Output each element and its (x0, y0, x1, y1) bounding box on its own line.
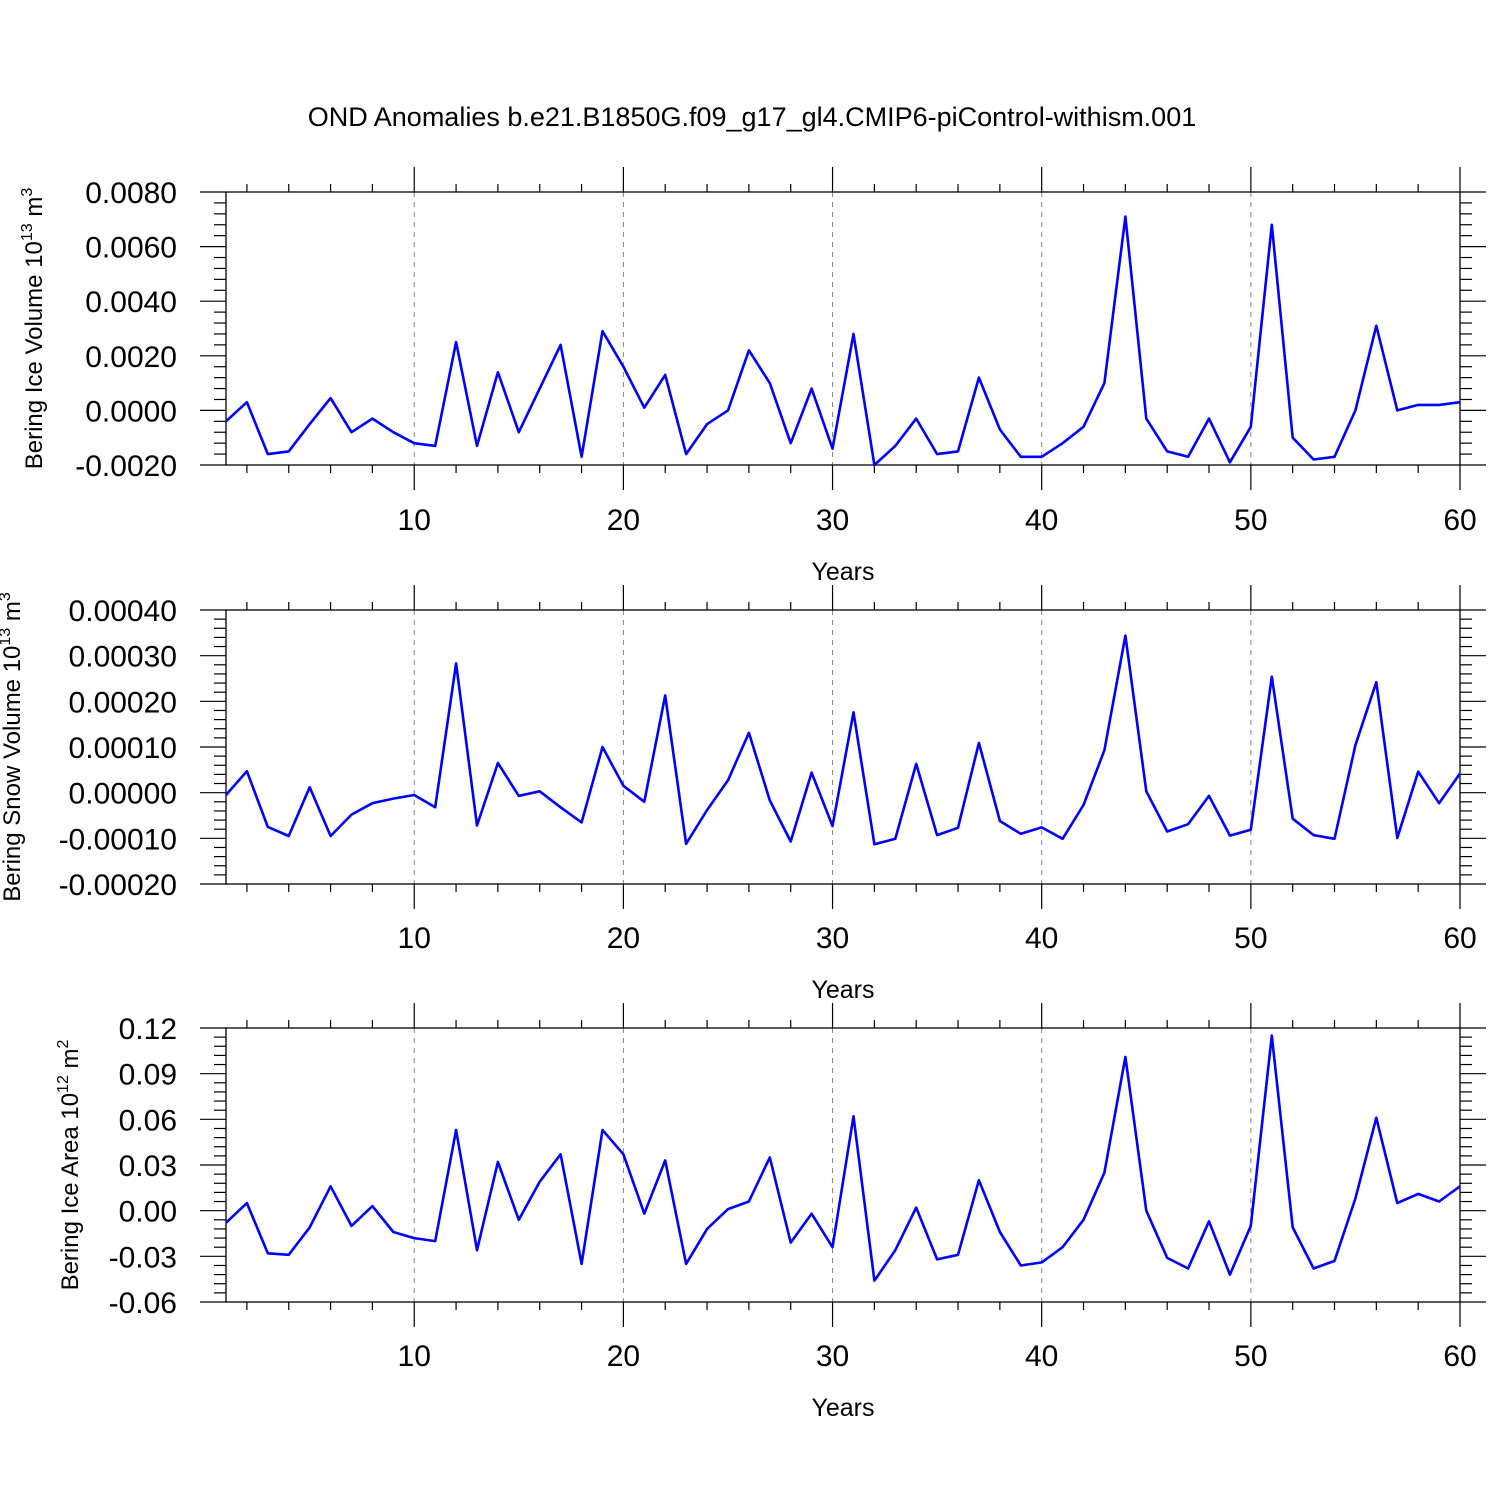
x-tick-label: 40 (1025, 922, 1058, 955)
x-tick-label: 10 (398, 922, 431, 955)
y-tick-label: 0.00000 (69, 778, 177, 811)
plot-frame (225, 609, 1461, 885)
y-tick-label: 0.00010 (69, 732, 177, 765)
x-tick-label: 60 (1443, 1340, 1476, 1373)
x-tick-label: 50 (1234, 1340, 1267, 1373)
y-tick-label: -0.06 (109, 1287, 177, 1320)
y-tick-label: 0.00 (119, 1196, 177, 1229)
panel-ice-area: 10 20 30 40 50 60 -0.06 -0.03 0.00 0.03 0.06 0.09 0.… (55, 1003, 1486, 1422)
y-tick-label: 0.00030 (69, 641, 177, 674)
y-tick-label: 0.0000 (85, 395, 177, 428)
x-tick-label: 50 (1234, 922, 1267, 955)
y-axis-label: Bering Ice Volume 1013 m3 (19, 188, 48, 470)
y-tick-label: 0.12 (119, 1013, 177, 1046)
x-tick-label: 60 (1443, 504, 1476, 537)
x-tick-label: 10 (398, 1340, 431, 1373)
panel-snow-volume: 10 20 30 40 50 60 -0.00020 -0.00010 0.00000 0.000… (0, 585, 1486, 1004)
x-tick-label: 30 (816, 1340, 849, 1373)
y-axis-label: Bering Ice Area 1012 m2 (55, 1039, 84, 1290)
x-tick-label: 40 (1025, 504, 1058, 537)
y-tick-label: -0.00020 (59, 869, 177, 902)
x-tick-label: 20 (607, 1340, 640, 1373)
y-tick-label: 0.00040 (69, 595, 177, 628)
x-tick-label: 40 (1025, 1340, 1058, 1373)
panel-ice-volume: 10 20 30 40 50 60 -0.0020 0.0000 0.0020 0.0040 0.0… (19, 167, 1486, 586)
y-tick-label: 0.0040 (85, 286, 177, 319)
x-tick-label: 30 (816, 922, 849, 955)
series-line-ice-volume (225, 215, 1461, 467)
x-axis-label: Years (811, 976, 874, 1004)
x-tick-label: 20 (607, 922, 640, 955)
x-tick-label: 60 (1443, 922, 1476, 955)
y-tick-label: -0.00010 (59, 823, 177, 856)
y-tick-label: 0.09 (119, 1059, 177, 1092)
x-tick-label: 30 (816, 504, 849, 537)
x-tick-label: 50 (1234, 504, 1267, 537)
y-tick-label: -0.0020 (75, 450, 177, 483)
y-tick-label: 0.03 (119, 1150, 177, 1183)
y-tick-label: 0.00020 (69, 686, 177, 719)
series-line-ice-area (225, 1034, 1461, 1282)
plot-frame (225, 191, 1461, 466)
panels-container: 10 20 30 40 50 60-0.00200.00000.00200.00400.0… (0, 167, 1486, 1422)
x-axis-label: Years (811, 1394, 874, 1422)
x-tick-label: 20 (607, 504, 640, 537)
y-tick-label: 0.06 (119, 1104, 177, 1137)
y-tick-label: 0.0020 (85, 341, 177, 374)
x-tick-label: 10 (398, 504, 431, 537)
y-tick-label: -0.03 (109, 1241, 177, 1274)
chart-title: OND Anomalies b.e21.B1850G.f09_g17_gl4.C… (308, 102, 1196, 132)
y-tick-label: 0.0080 (85, 177, 177, 210)
y-axis-label: Bering Snow Volume 1013 m3 (0, 592, 26, 902)
series-line-snow-volume (225, 634, 1462, 846)
x-axis-label: Years (811, 558, 874, 586)
y-tick-label: 0.0060 (85, 232, 177, 265)
